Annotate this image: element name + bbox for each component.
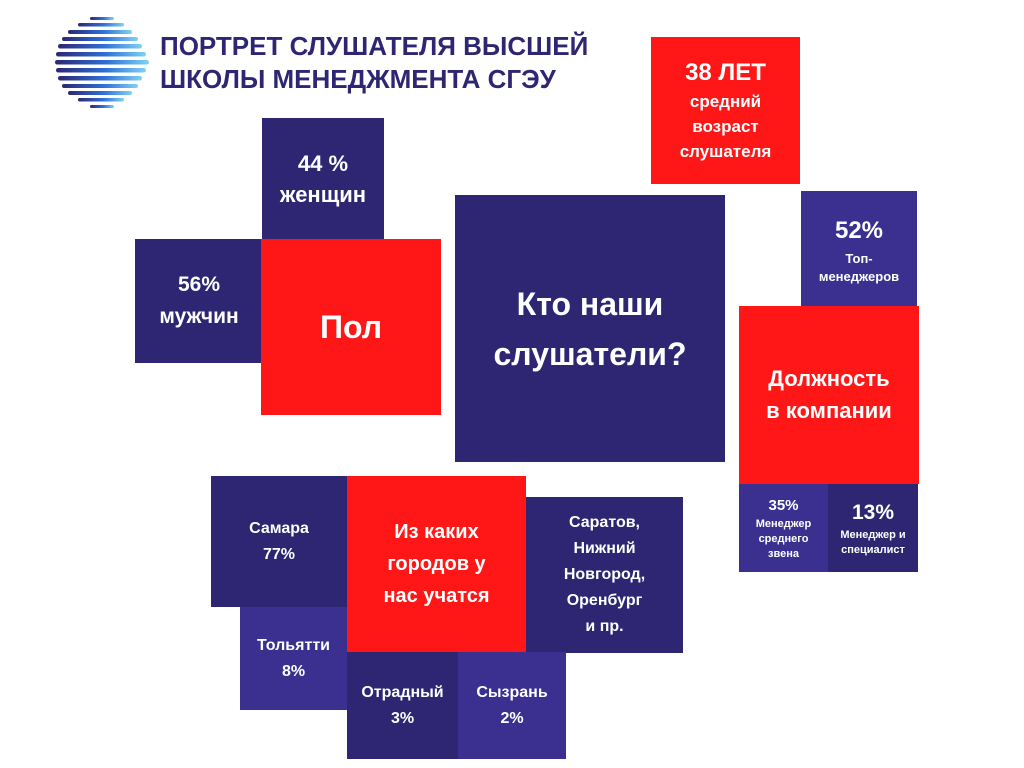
other-cities-line-5: и пр. <box>585 618 624 635</box>
specialists-box: 13% Менеджер и специалист <box>828 484 918 572</box>
top-managers-box: 52% Топ- менеджеров <box>801 191 917 307</box>
other-cities-line-4: Оренбург <box>566 592 643 609</box>
center-question-box: Кто наши слушатели? <box>455 195 725 462</box>
globe-stripes-logo-icon <box>55 17 149 108</box>
cities-line-1: Из каких <box>394 521 479 543</box>
position-line-2: в компании <box>766 398 892 423</box>
center-line-2: слушатели? <box>493 335 687 372</box>
age-label-2: возраст <box>692 117 759 136</box>
title-line-2: ШКОЛЫ МЕНЕДЖМЕНТА СГЭУ <box>160 64 556 94</box>
middle-managers-label-1: Менеджер <box>755 517 812 530</box>
specialists-label-1: Менеджер и <box>840 529 906 541</box>
middle-managers-pct: 35% <box>768 496 799 514</box>
gender-label: Пол <box>319 308 383 345</box>
middle-managers-label-2: среднего <box>758 532 809 545</box>
specialists-pct: 13% <box>851 501 895 524</box>
otradny-pct: 3% <box>390 709 415 727</box>
tolyatti-box: Тольятти 8% <box>240 607 347 710</box>
otradny-name: Отрадный <box>361 683 444 701</box>
men-pct: 56% <box>177 273 221 296</box>
women-label: женщин <box>279 182 367 207</box>
other-cities-line-2: Нижний <box>573 540 636 557</box>
otradny-box: Отрадный 3% <box>347 652 458 759</box>
syzran-name: Сызрань <box>476 683 548 701</box>
center-line-1: Кто наши <box>516 285 664 322</box>
other-cities-box: Саратов, Нижний Новгород, Оренбург и пр. <box>526 497 683 653</box>
cities-line-2: городов у <box>387 553 486 575</box>
men-label: мужчин <box>159 305 239 328</box>
age-label-3: слушателя <box>679 142 772 161</box>
cities-box: Из каких городов у нас учатся <box>347 476 526 652</box>
tolyatti-name: Тольятти <box>257 636 330 654</box>
position-box: Должность в компании <box>739 306 919 484</box>
samara-box: Самара 77% <box>211 476 347 607</box>
women-box: 44 % женщин <box>262 118 384 240</box>
top-managers-label-2: менеджеров <box>818 269 900 284</box>
age-label-1: средний <box>689 92 762 111</box>
page-title: ПОРТРЕТ СЛУШАТЕЛЯ ВЫСШЕЙ ШКОЛЫ МЕНЕДЖМЕН… <box>160 30 588 96</box>
samara-name: Самара <box>249 519 309 537</box>
syzran-pct: 2% <box>500 709 524 727</box>
middle-managers-label-3: звена <box>768 547 799 560</box>
age-value: 38 ЛЕТ <box>685 59 766 86</box>
cities-line-3: нас учатся <box>383 585 490 607</box>
top-managers-label-1: Топ- <box>845 251 873 266</box>
other-cities-line-1: Саратов, <box>569 514 640 531</box>
middle-managers-box: 35% Менеджер среднего звена <box>739 484 828 572</box>
samara-pct: 77% <box>262 545 296 563</box>
gender-box: Пол <box>261 239 441 415</box>
women-pct: 44 % <box>297 151 349 176</box>
other-cities-line-3: Новгород, <box>563 566 646 583</box>
position-line-1: Должность <box>768 366 890 391</box>
men-box: 56% мужчин <box>135 239 263 363</box>
specialists-label-2: специалист <box>841 544 905 556</box>
syzran-box: Сызрань 2% <box>458 652 566 759</box>
tolyatti-pct: 8% <box>281 662 306 680</box>
top-managers-pct: 52% <box>834 217 884 244</box>
title-line-1: ПОРТРЕТ СЛУШАТЕЛЯ ВЫСШЕЙ <box>160 31 589 61</box>
age-box: 38 ЛЕТ средний возраст слушателя <box>651 37 800 184</box>
